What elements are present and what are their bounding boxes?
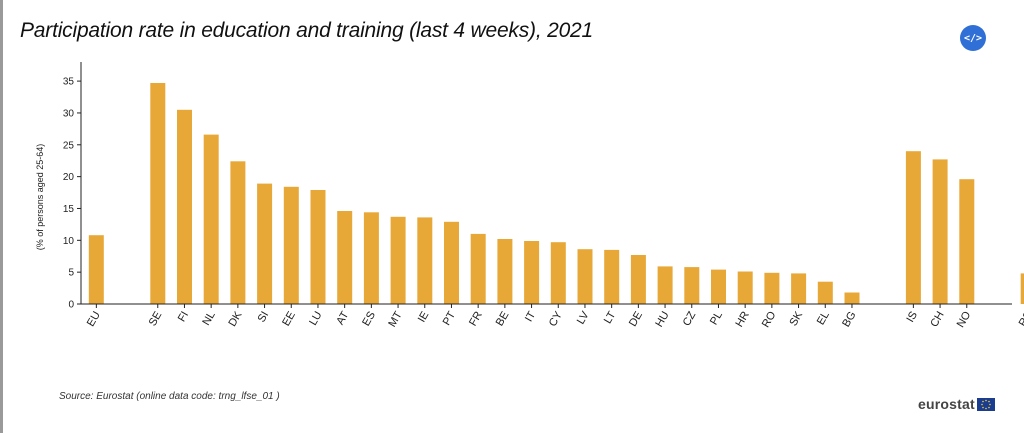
x-tick-label: HU: [653, 309, 671, 329]
x-tick-label: CH: [928, 309, 946, 329]
x-tick-label: FR: [467, 309, 485, 328]
y-axis: 0 5 10 15 20 25 30 35: [63, 62, 82, 311]
x-tick-label: CY: [547, 309, 565, 329]
bars: [88, 83, 1024, 305]
bar-at[interactable]: [337, 211, 353, 304]
bar-be[interactable]: [497, 239, 513, 304]
x-tick-label: RO: [760, 309, 779, 330]
y-axis-label: (% of persons aged 25-64): [35, 144, 45, 251]
x-tick-label: IS: [904, 310, 920, 325]
x-tick-label: DE: [627, 310, 645, 329]
logo-text: eurostat: [918, 396, 975, 412]
bar-se[interactable]: [150, 83, 166, 304]
y-tick-label: 10: [63, 236, 75, 247]
bar-pl[interactable]: [711, 269, 726, 304]
bar-de[interactable]: [630, 255, 646, 304]
bar-es[interactable]: [363, 212, 379, 304]
bar-nl[interactable]: [203, 134, 219, 304]
y-tick-label: 25: [63, 140, 75, 151]
y-tick-label: 20: [63, 172, 75, 183]
bar-ch[interactable]: [932, 159, 948, 304]
x-tick-label: HR: [733, 309, 751, 329]
page-title: Participation rate in education and trai…: [20, 19, 594, 42]
bar-cz[interactable]: [684, 267, 700, 304]
x-tick-label: NO: [955, 309, 974, 330]
x-tick-label: DK: [226, 309, 244, 329]
x-tick-label: CZ: [681, 309, 699, 328]
x-tick-label: SE: [147, 310, 165, 329]
y-tick-label: 15: [63, 204, 75, 215]
bar-dk[interactable]: [230, 161, 246, 304]
embed-code-button[interactable]: </>: [960, 25, 986, 51]
source-note: Source: Eurostat (online data code: trng…: [59, 391, 280, 402]
bar-lu[interactable]: [310, 190, 326, 304]
x-tick-label: EL: [815, 310, 832, 328]
x-tick-label: EE: [280, 310, 298, 329]
bar-fr[interactable]: [470, 233, 486, 304]
page-left-border: [0, 0, 3, 433]
x-tick-label: SK: [787, 309, 805, 328]
x-tick-label: AT: [334, 309, 351, 327]
eu-flag-icon: [976, 397, 995, 411]
x-tick-label: SI: [256, 310, 272, 325]
bar-it[interactable]: [524, 241, 540, 304]
x-tick-label: RS: [1017, 310, 1024, 329]
bar-mt[interactable]: [390, 216, 406, 304]
bar-el[interactable]: [817, 281, 833, 304]
bar-hu[interactable]: [657, 266, 673, 304]
bar-sk[interactable]: [791, 273, 807, 304]
y-tick-label: 30: [63, 108, 75, 119]
bar-lv[interactable]: [577, 249, 593, 304]
bar-ie[interactable]: [417, 217, 433, 304]
y-tick-label: 0: [68, 300, 74, 311]
x-tick-label: LV: [575, 309, 592, 327]
bar-cy[interactable]: [550, 242, 566, 304]
x-tick-label: PT: [441, 309, 459, 327]
x-tick-label: LT: [602, 309, 619, 326]
bar-is[interactable]: [905, 151, 921, 304]
eurostat-logo[interactable]: eurostat: [918, 396, 995, 412]
x-tick-label: FI: [176, 310, 191, 324]
y-tick-label: 5: [68, 268, 74, 279]
bar-fi[interactable]: [177, 109, 192, 304]
x-tick-label: IE: [416, 310, 432, 325]
x-tick-label: IT: [523, 309, 538, 324]
bar-lt[interactable]: [604, 249, 620, 304]
bar-bg[interactable]: [844, 292, 860, 305]
x-tick-label: ES: [360, 310, 378, 329]
x-tick-label: NL: [200, 310, 217, 328]
bar-ro[interactable]: [764, 272, 780, 304]
bar-eu[interactable]: [88, 235, 104, 304]
x-tick-label: EU: [85, 309, 103, 328]
x-tick-label: LU: [307, 309, 324, 327]
bar-pt[interactable]: [444, 221, 459, 304]
bar-si[interactable]: [257, 183, 273, 304]
code-embed-icon: </>: [963, 32, 983, 44]
bar-no[interactable]: [959, 179, 975, 304]
x-tick-label: MT: [386, 309, 404, 329]
bar-hr[interactable]: [737, 271, 753, 305]
bar-rs[interactable]: [1020, 273, 1024, 304]
x-tick-label: BE: [494, 310, 512, 329]
x-tick-label: BG: [840, 310, 858, 330]
x-axis: EU SE FI NL DK SI EE LU AT ES MT IE PT FR BE IT CY LV LT DE…: [81, 303, 1024, 330]
y-tick-label: 35: [63, 77, 75, 88]
bar-ee[interactable]: [283, 186, 299, 304]
x-tick-label: PL: [708, 310, 725, 328]
